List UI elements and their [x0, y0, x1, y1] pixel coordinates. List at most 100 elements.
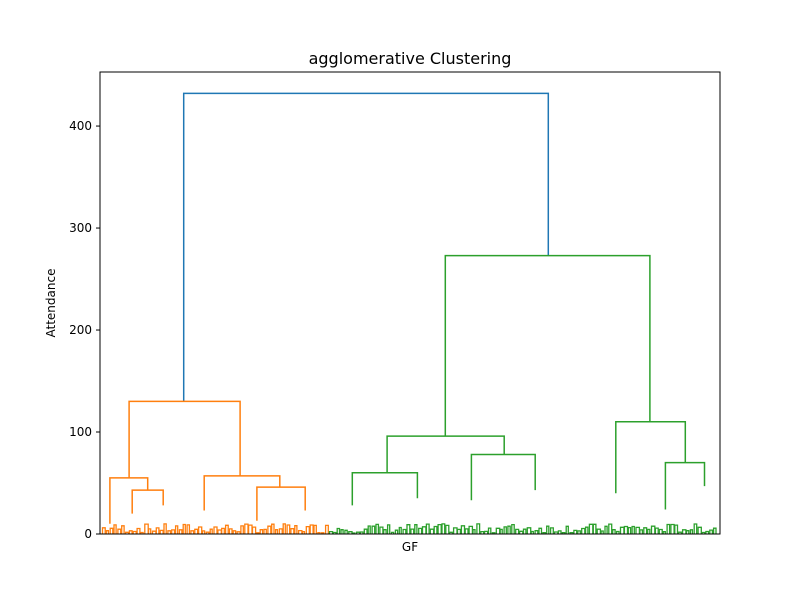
leaf-link: [209, 528, 213, 534]
leaf-link: [255, 532, 260, 534]
leaf-link: [623, 525, 629, 534]
leaf-link: [480, 530, 485, 534]
leaf-link: [635, 526, 641, 534]
leaf-link: [324, 524, 329, 534]
leaf-link: [286, 524, 291, 534]
leaf-link: [194, 528, 199, 534]
leaf-link: [394, 529, 399, 534]
leaf-link: [561, 532, 566, 534]
leaf-link: [604, 525, 608, 534]
leaf-link: [332, 531, 337, 534]
dendrogram-link: [128, 400, 241, 478]
leaf-link: [452, 527, 458, 534]
plot-frame: [99, 71, 721, 535]
leaf-link: [701, 531, 706, 534]
leaf-link: [124, 531, 130, 534]
leaf-link: [182, 523, 186, 534]
leaf-link: [251, 526, 257, 534]
leaf-link: [499, 528, 503, 534]
leaf-link: [232, 530, 237, 534]
y-axis-label: Attendance: [44, 269, 58, 338]
dendrogram-link: [256, 486, 306, 521]
dendrogram-link: [664, 461, 706, 510]
dendrogram-link: [131, 489, 164, 514]
leaf-link: [685, 530, 690, 534]
leaf-link: [414, 524, 418, 534]
leaf-link: [406, 524, 411, 534]
leaf-link: [321, 532, 325, 534]
leaf-link: [247, 524, 253, 534]
leaf-link: [228, 528, 233, 534]
leaf-link: [693, 523, 698, 534]
leaf-link: [213, 526, 218, 534]
leaf-link: [178, 529, 183, 534]
leaf-link: [647, 528, 651, 534]
leaf-link: [581, 527, 586, 534]
leaf-link: [658, 528, 663, 534]
leaf-link: [259, 529, 264, 534]
leaf-link: [681, 529, 687, 534]
leaf-link: [546, 525, 550, 534]
leaf-link: [608, 523, 613, 534]
leaf-link: [674, 524, 679, 534]
leaf-link: [515, 528, 520, 534]
leaf-link: [592, 523, 597, 534]
leaf-link: [317, 531, 321, 534]
leaf-link: [109, 527, 114, 534]
y-tick-label: 200: [69, 323, 92, 337]
leaf-link: [643, 527, 648, 534]
leaf-link: [588, 523, 594, 534]
leaf-link: [305, 525, 310, 534]
leaf-link: [132, 530, 137, 534]
leaf-link: [221, 527, 225, 534]
leaf-link: [429, 528, 435, 534]
leaf-link: [445, 524, 450, 534]
leaf-link: [159, 529, 164, 534]
leaf-link: [171, 529, 176, 534]
leaf-link: [163, 523, 167, 534]
y-axis-ticks: 0 100 200 300 400: [69, 119, 100, 541]
leaf-link: [584, 526, 589, 534]
y-tick-label: 400: [69, 119, 92, 133]
leaf-link: [197, 526, 203, 534]
leaf-link: [344, 529, 348, 534]
leaf-link: [336, 527, 341, 534]
leaf-link: [526, 527, 532, 534]
y-tick-label: 0: [84, 527, 92, 541]
dendrogram-links: [109, 92, 706, 524]
leaf-link: [712, 527, 717, 534]
leaf-link: [217, 529, 222, 534]
dendrogram-link: [109, 477, 149, 524]
leaf-link: [511, 523, 515, 534]
chart-title: agglomerative Clustering: [309, 49, 512, 68]
leaf-link: [697, 526, 702, 534]
leaf-link: [128, 530, 133, 534]
leaf-link: [328, 530, 334, 534]
leaf-link: [468, 525, 474, 534]
leaf-link: [518, 530, 524, 534]
leaf-link: [236, 531, 241, 534]
leaf-link: [654, 527, 659, 534]
leaf-link: [650, 525, 656, 534]
leaf-link: [464, 528, 469, 534]
leaf-link: [340, 529, 344, 534]
leaf-link: [709, 529, 714, 534]
leaf-link: [263, 528, 267, 534]
leaf-link: [105, 530, 110, 534]
leaf-link: [542, 532, 546, 534]
leaf-link: [557, 530, 562, 534]
leaf-link: [297, 529, 303, 534]
dendrogram-link: [444, 254, 651, 437]
leaf-link: [113, 524, 117, 534]
leaf-link: [666, 523, 671, 534]
leaf-link: [240, 525, 244, 534]
leaf-link: [615, 530, 620, 534]
leaf-link: [639, 529, 644, 534]
leaf-link: [495, 527, 501, 534]
leaf-link: [309, 524, 314, 534]
leaf-link: [507, 525, 511, 534]
dendrogram-link: [470, 453, 536, 501]
leaf-link: [390, 531, 395, 534]
